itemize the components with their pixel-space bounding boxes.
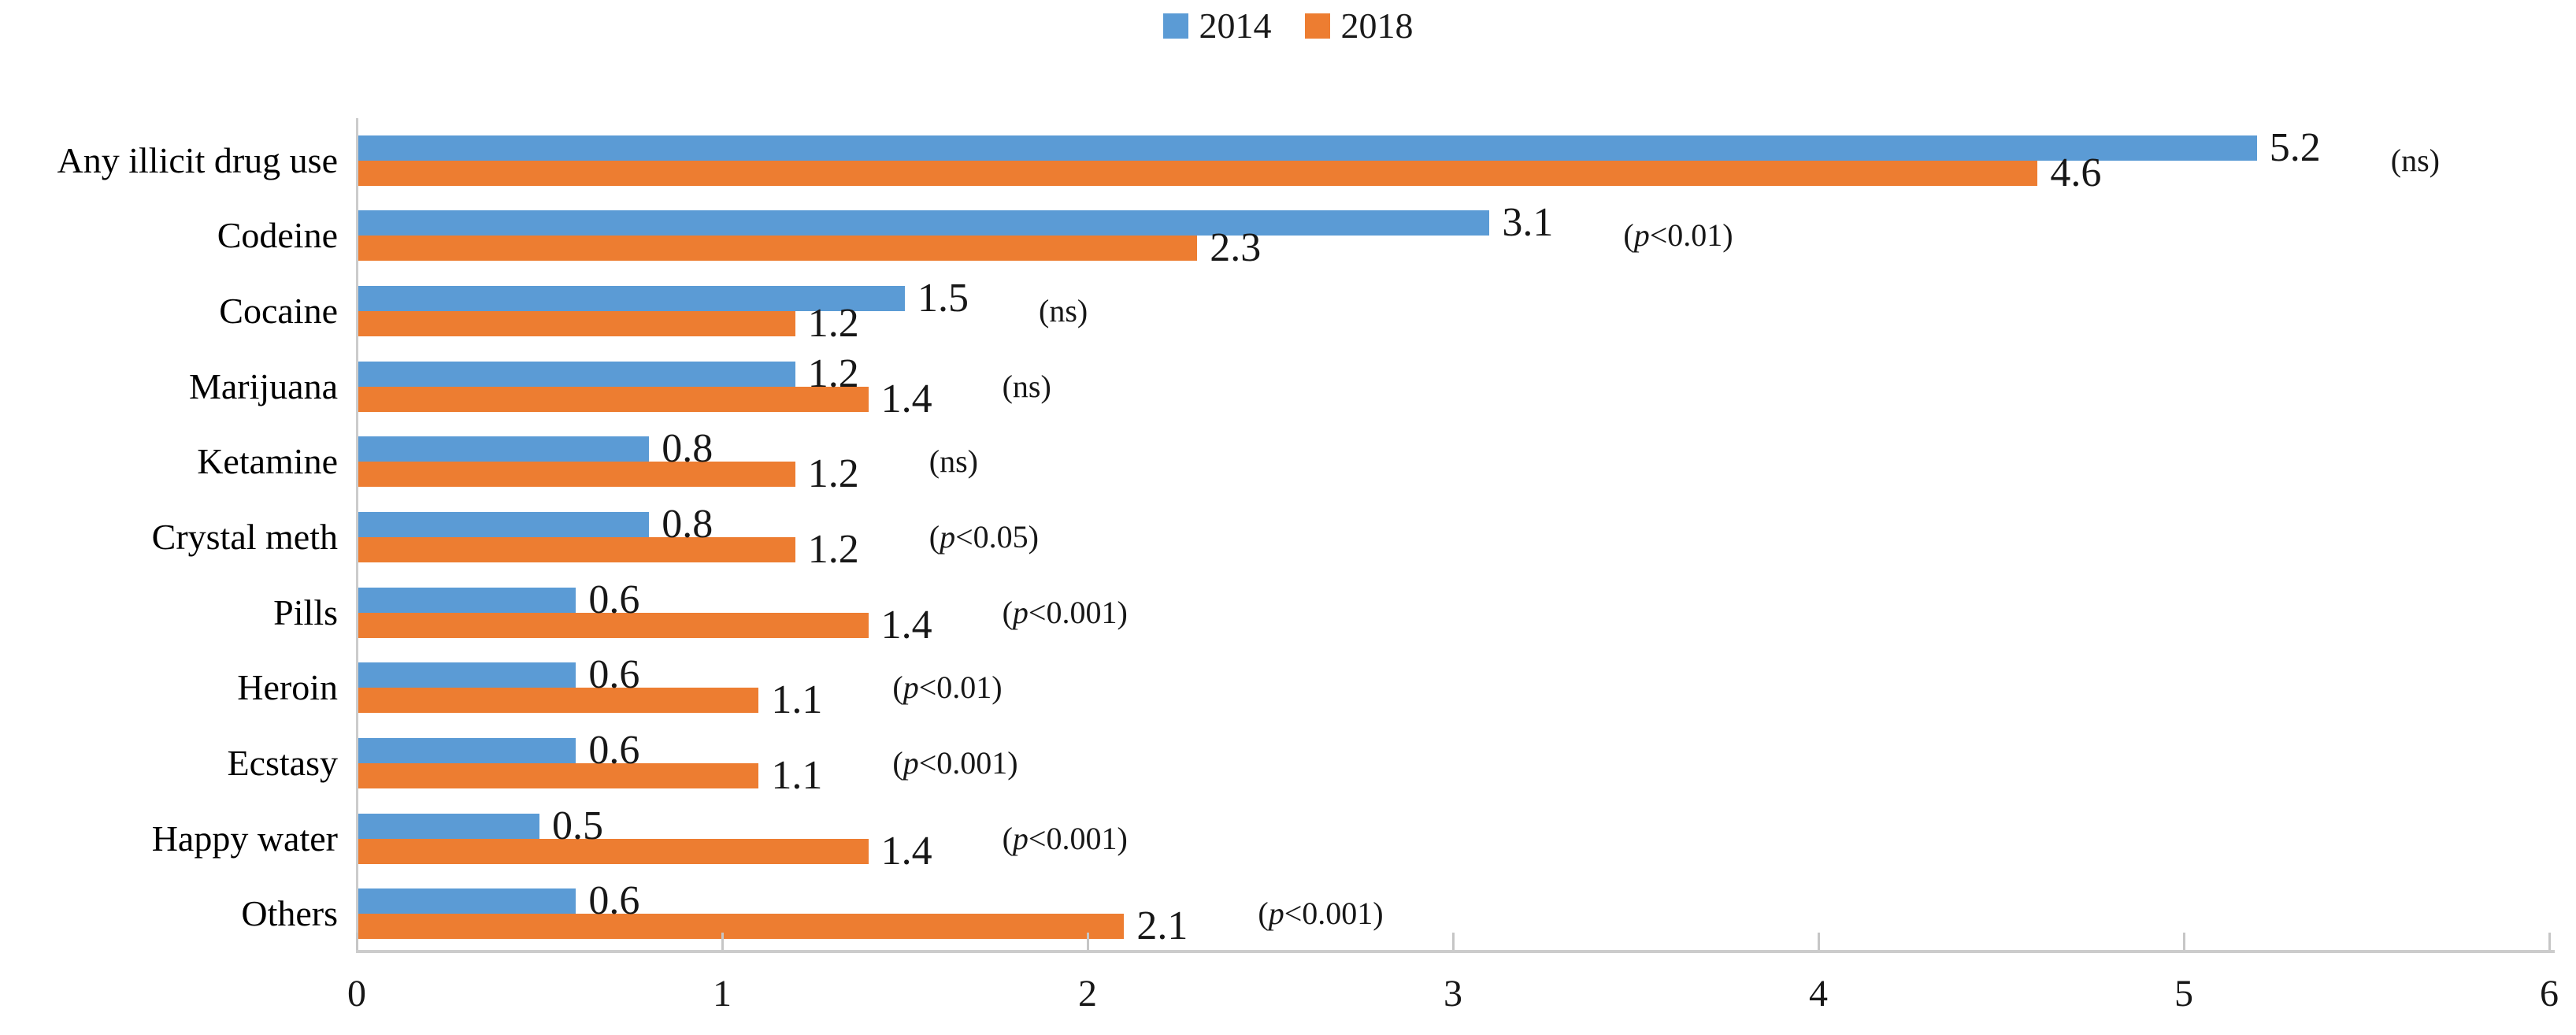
legend-label: 2018	[1340, 6, 1414, 46]
category-label: Any illicit drug use	[57, 139, 338, 180]
value-label-2018: 1.4	[880, 376, 932, 421]
significance-label: (ns)	[928, 443, 979, 480]
category-label: Heroin	[237, 667, 338, 708]
value-label-2014: 0.8	[662, 502, 713, 547]
significance-label: (p<0.001)	[1258, 896, 1384, 932]
value-label-2018: 2.1	[1136, 903, 1188, 949]
value-label-2014: 0.6	[588, 577, 640, 622]
bar-2018	[357, 838, 869, 864]
bar-2014	[357, 286, 905, 312]
chart-legend: 2014 2018	[0, 8, 2576, 44]
bar-2018	[357, 236, 1198, 262]
significance-label: (ns)	[2390, 142, 2441, 178]
bar-2014	[357, 436, 650, 462]
bar-2014	[357, 662, 576, 688]
significance-label: (ns)	[1002, 368, 1051, 404]
x-tick-mark	[356, 933, 358, 950]
value-label-2014: 1.2	[807, 351, 859, 396]
x-tick-mark	[721, 933, 724, 950]
value-label-2014: 0.8	[662, 426, 713, 472]
bar-2014	[357, 361, 795, 387]
bar-2014	[357, 210, 1490, 236]
x-tick-label: 6	[2540, 973, 2559, 1015]
bar-2014	[357, 888, 576, 914]
significance-label: (p<0.001)	[892, 744, 1018, 781]
x-tick-label: 2	[1078, 973, 1097, 1015]
bar-2018	[357, 462, 795, 488]
value-label-2014: 3.1	[1502, 200, 1554, 246]
x-tick-label: 5	[2174, 973, 2193, 1015]
category-label: Crystal meth	[151, 517, 338, 557]
bar-2018	[357, 688, 759, 714]
bar-2018	[357, 762, 759, 788]
x-tick-mark	[1452, 933, 1455, 950]
value-label-2018: 1.1	[771, 752, 823, 798]
category-label: Codeine	[217, 215, 338, 256]
value-label-2018: 1.1	[771, 677, 823, 723]
bar-2014	[357, 512, 650, 537]
category-label: Pills	[273, 592, 338, 632]
value-label-2014: 5.2	[2269, 124, 2321, 170]
value-label-2018: 1.2	[807, 527, 859, 572]
significance-label: (p<0.05)	[928, 519, 1040, 555]
legend-swatch-icon	[1304, 13, 1330, 39]
bar-2014	[357, 135, 2257, 161]
value-label-2018: 1.2	[807, 301, 859, 347]
value-label-2018: 1.4	[880, 602, 932, 647]
significance-label: (p<0.001)	[1002, 820, 1128, 856]
value-label-2014: 0.6	[588, 652, 640, 698]
category-label: Others	[241, 893, 338, 934]
value-label-2018: 1.2	[807, 451, 859, 497]
x-tick-mark	[1087, 933, 1089, 950]
x-tick-mark	[1818, 933, 1820, 950]
x-axis-line	[356, 950, 2555, 953]
bar-2014	[357, 813, 539, 839]
bar-2018	[357, 311, 795, 337]
category-label: Cocaine	[219, 291, 338, 332]
bar-2014	[357, 587, 576, 613]
significance-label: (ns)	[1039, 293, 1088, 329]
value-label-2018: 4.6	[2050, 150, 2102, 195]
x-tick-label: 3	[1444, 973, 1462, 1015]
category-label: Ketamine	[197, 441, 338, 482]
legend-item-2014: 2014	[1162, 6, 1272, 46]
bar-2018	[357, 160, 2038, 186]
x-tick-mark	[2183, 933, 2185, 950]
y-axis-line	[356, 118, 358, 952]
value-label-2014: 0.6	[588, 727, 640, 773]
value-label-2014: 1.5	[917, 276, 969, 321]
legend-label: 2014	[1199, 6, 1272, 46]
x-tick-label: 4	[1809, 973, 1828, 1015]
bar-2018	[357, 537, 795, 562]
bar-2018	[357, 386, 869, 412]
value-label-2014: 0.6	[588, 878, 640, 924]
legend-swatch-icon	[1162, 13, 1188, 39]
value-label-2018: 2.3	[1210, 225, 1262, 271]
category-label: Happy water	[151, 818, 338, 859]
value-label-2014: 0.5	[552, 803, 603, 848]
significance-label: (p<0.001)	[1002, 594, 1128, 630]
category-label: Ecstasy	[227, 742, 338, 783]
value-label-2018: 1.4	[880, 828, 932, 874]
significance-label: (p<0.01)	[892, 670, 1003, 706]
category-label: Marijuana	[188, 365, 338, 406]
bar-2014	[357, 737, 576, 763]
x-tick-label: 1	[713, 973, 732, 1015]
x-tick-label: 0	[347, 973, 366, 1015]
significance-label: (p<0.01)	[1623, 217, 1733, 254]
bar-2018	[357, 914, 1125, 940]
legend-item-2018: 2018	[1304, 6, 1414, 46]
x-tick-mark	[2548, 933, 2551, 950]
bar-2018	[357, 612, 869, 638]
